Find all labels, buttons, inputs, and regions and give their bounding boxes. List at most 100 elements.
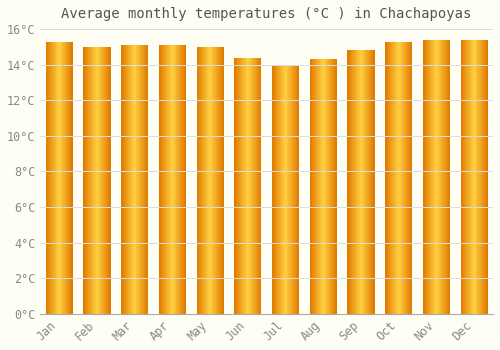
Bar <box>329 59 330 314</box>
Bar <box>88 47 89 314</box>
Bar <box>333 59 334 314</box>
Bar <box>292 65 293 314</box>
Bar <box>394 42 395 314</box>
Bar <box>447 40 448 314</box>
Bar <box>399 42 400 314</box>
Bar <box>218 47 219 314</box>
Bar <box>449 40 450 314</box>
Bar <box>84 47 85 314</box>
Bar <box>52 42 53 314</box>
Bar <box>279 65 280 314</box>
Bar <box>72 42 73 314</box>
Bar <box>482 40 483 314</box>
Bar <box>293 65 294 314</box>
Bar <box>93 47 94 314</box>
Bar <box>480 40 481 314</box>
Bar <box>312 59 313 314</box>
Bar <box>199 47 200 314</box>
Bar <box>373 50 374 314</box>
Bar <box>429 40 430 314</box>
Bar <box>133 45 134 314</box>
Bar <box>464 40 465 314</box>
Bar <box>132 45 133 314</box>
Bar <box>176 45 177 314</box>
Title: Average monthly temperatures (°C ) in Chachapoyas: Average monthly temperatures (°C ) in Ch… <box>62 7 472 21</box>
Bar <box>328 59 329 314</box>
Bar <box>465 40 466 314</box>
Bar <box>286 65 287 314</box>
Bar <box>129 45 130 314</box>
Bar <box>470 40 471 314</box>
Bar <box>291 65 292 314</box>
Bar <box>427 40 428 314</box>
Bar <box>483 40 484 314</box>
Bar <box>318 59 320 314</box>
Bar <box>181 45 182 314</box>
Bar <box>159 45 160 314</box>
Bar <box>397 42 398 314</box>
Bar <box>285 65 286 314</box>
Bar <box>108 47 109 314</box>
Bar <box>366 50 367 314</box>
Bar <box>364 50 365 314</box>
Bar <box>243 57 244 314</box>
Bar <box>393 42 394 314</box>
Bar <box>128 45 129 314</box>
Bar <box>440 40 441 314</box>
Bar <box>250 57 251 314</box>
Bar <box>464 40 465 314</box>
Bar <box>282 65 283 314</box>
Bar <box>184 45 185 314</box>
Bar <box>476 40 477 314</box>
Bar <box>485 40 486 314</box>
Bar <box>69 42 70 314</box>
Bar <box>168 45 170 314</box>
Bar <box>245 57 246 314</box>
Bar <box>478 40 479 314</box>
Bar <box>131 45 132 314</box>
Bar <box>109 47 110 314</box>
Bar <box>336 59 337 314</box>
Bar <box>396 42 397 314</box>
Bar <box>146 45 147 314</box>
Bar <box>261 57 262 314</box>
Bar <box>86 47 87 314</box>
Bar <box>142 45 143 314</box>
Bar <box>435 40 436 314</box>
Bar <box>177 45 178 314</box>
Bar <box>47 42 48 314</box>
Bar <box>169 45 170 314</box>
Bar <box>334 59 335 314</box>
Bar <box>280 65 281 314</box>
Bar <box>430 40 431 314</box>
Bar <box>212 47 213 314</box>
Bar <box>390 42 391 314</box>
Bar <box>429 40 430 314</box>
Bar <box>223 47 224 314</box>
Bar <box>325 59 326 314</box>
Bar <box>372 50 373 314</box>
Bar <box>441 40 442 314</box>
Bar <box>218 47 219 314</box>
Bar <box>442 40 443 314</box>
Bar <box>234 57 235 314</box>
Bar <box>61 42 62 314</box>
Bar <box>46 42 47 314</box>
Bar <box>215 47 216 314</box>
Bar <box>448 40 449 314</box>
Bar <box>220 47 221 314</box>
Bar <box>134 45 135 314</box>
Bar <box>403 42 404 314</box>
Bar <box>160 45 161 314</box>
Bar <box>294 65 295 314</box>
Bar <box>401 42 402 314</box>
Bar <box>62 42 63 314</box>
Bar <box>254 57 255 314</box>
Bar <box>252 57 253 314</box>
Bar <box>352 50 353 314</box>
Bar <box>68 42 69 314</box>
Bar <box>99 47 100 314</box>
Bar <box>443 40 444 314</box>
Bar <box>49 42 50 314</box>
Bar <box>385 42 386 314</box>
